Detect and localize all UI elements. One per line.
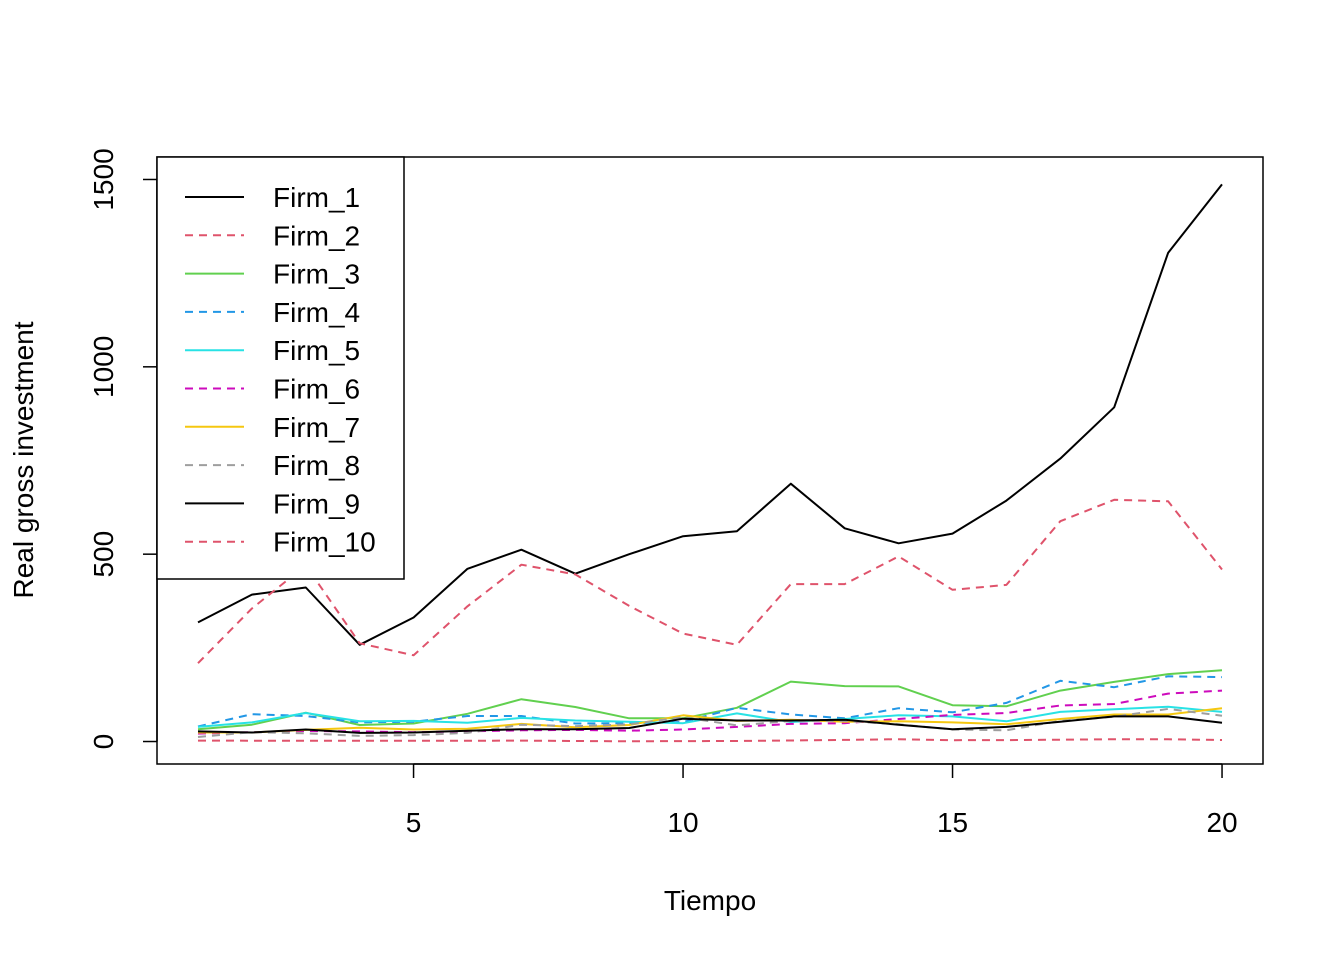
legend-label: Firm_3	[273, 259, 360, 290]
series-line-firm-6	[197, 689, 1223, 735]
legend-entry: Firm_5	[185, 335, 360, 366]
series-line-firm-1	[197, 183, 1223, 646]
x-axis: 5 10 15 20	[406, 763, 1238, 838]
legend-label: Firm_6	[273, 374, 360, 405]
series-line-firm-10	[197, 738, 1223, 743]
x-tick-label: 20	[1206, 807, 1237, 838]
series-line-firm-7	[198, 707, 1223, 734]
x-tick-label: 5	[406, 807, 422, 838]
legend-label: Firm_8	[273, 450, 360, 481]
legend: Firm_1 Firm_2 Firm_3 Firm_4 Firm_5 Firm_6 Firm…	[156, 156, 405, 580]
legend-box	[156, 156, 405, 580]
y-tick-label: 1000	[88, 336, 119, 398]
legend-entry: Firm_4	[185, 297, 360, 328]
y-axis: 0 500 1000 1500	[88, 148, 158, 750]
legend-label: Firm_10	[273, 527, 376, 558]
series-line-firm-3	[197, 669, 1223, 731]
legend-entry: Firm_9	[185, 488, 360, 519]
legend-label: Firm_2	[273, 220, 360, 251]
legend-label: Firm_9	[273, 488, 360, 519]
series-line-firm-9	[197, 715, 1223, 734]
legend-label: Firm_7	[273, 412, 360, 443]
legend-entry: Firm_7	[185, 412, 360, 443]
legend-label: Firm_1	[273, 182, 360, 213]
legend-entries: Firm_1 Firm_2 Firm_3 Firm_4 Firm_5 Firm_6 Firm…	[185, 182, 376, 558]
series-line-firm-2	[197, 498, 1223, 664]
series-line-firm-4	[197, 675, 1223, 728]
legend-entry: Firm_10	[185, 527, 376, 558]
legend-entry: Firm_3	[185, 259, 360, 290]
legend-entry: Firm_2	[185, 220, 360, 251]
legend-label: Firm_5	[273, 335, 360, 366]
series-layer	[197, 183, 1223, 743]
x-tick-label: 10	[667, 807, 698, 838]
x-axis-title: Tiempo	[664, 885, 756, 916]
x-tick-label: 15	[937, 807, 968, 838]
legend-label: Firm_4	[273, 297, 360, 328]
y-tick-label: 0	[88, 734, 119, 750]
legend-entry: Firm_1	[185, 182, 360, 213]
y-tick-label: 1500	[88, 148, 119, 210]
y-axis-title: Real gross investment	[8, 321, 39, 598]
legend-entry: Firm_6	[185, 374, 360, 405]
legend-entry: Firm_8	[185, 450, 360, 481]
y-tick-label: 500	[88, 531, 119, 578]
